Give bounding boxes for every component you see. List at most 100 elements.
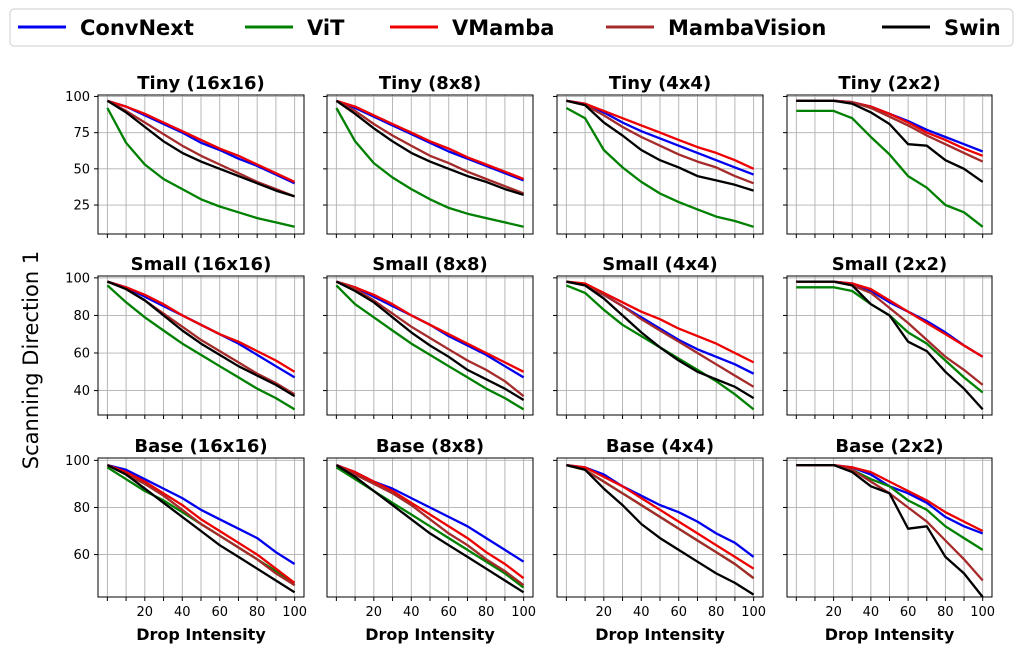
panel-small-8x8-line-mambavision [335, 280, 525, 398]
panel-tiny-16x16-title: Tiny (16x16) [137, 73, 264, 94]
panel-base-4x4-grid [557, 458, 763, 597]
panel-small-16x16-y-tick-label-80: 80 [73, 309, 90, 324]
panel-base-4x4-x-tick-label-40: 40 [633, 605, 650, 620]
panel-small-4x4-grid [557, 276, 763, 415]
panel-small-16x16-y-tick-label-100: 100 [65, 271, 90, 286]
panel-base-2x2-title: Base (2x2) [835, 436, 943, 457]
panel-base-4x4-series [566, 463, 755, 596]
panel-base-8x8-x-tick-label-40: 40 [403, 605, 420, 620]
legend-item-mambavision: MambaVision [606, 16, 826, 40]
panel-small-16x16-x-ticks [106, 415, 296, 419]
panel-base-4x4-line-convnext [566, 463, 755, 558]
panel-base-2x2-y-ticks [783, 459, 787, 556]
panel-base-8x8-title: Base (8x8) [376, 436, 484, 457]
panel-small-2x2-title: Small (2x2) [832, 254, 948, 275]
panel-base-8x8-grid [327, 458, 533, 597]
panel-base-4x4-line-vmamba [566, 463, 755, 570]
panel-tiny-2x2-line-swin [796, 99, 984, 183]
panel-tiny-2x2-x-ticks [795, 234, 984, 238]
panel-small-4x4-y-ticks [553, 277, 557, 392]
panel-tiny-8x8-line-convnext [335, 99, 525, 182]
panel-base-8x8-line-vmamba [335, 464, 525, 580]
panel-tiny-16x16-y-tick-label-75: 75 [73, 126, 90, 141]
panel-tiny-2x2-title: Tiny (2x2) [838, 73, 940, 94]
panel-base-2x2: Base (2x2) 20 40 60 80 100 Drop Intensity [783, 436, 995, 644]
legend-item-vit: ViT [245, 16, 345, 40]
panel-small-16x16-grid [98, 276, 304, 415]
panel-small-2x2: Small (2x2) [783, 254, 993, 419]
panel-base-8x8-x-tick-label-20: 20 [366, 605, 383, 620]
panel-base-16x16-grid [98, 458, 304, 597]
panel-base-16x16-line-vmamba [106, 464, 296, 584]
panel-base-16x16-y-tick-label-80: 80 [73, 501, 90, 516]
panel-base-2x2-x-axis-label: Drop Intensity [825, 625, 955, 644]
panel-base-8x8-x-axis-label: Drop Intensity [365, 625, 495, 644]
panel-base-4x4-x-tick-label-60: 60 [670, 605, 687, 620]
panel-base-4x4-line-swin [566, 463, 755, 596]
panel-base-8x8-x-tick-label-60: 60 [440, 605, 457, 620]
panel-small-4x4-line-swin [566, 280, 755, 400]
panel-base-16x16-x-tick-label-40: 40 [174, 605, 191, 620]
panel-small-16x16-y-ticks: 40 60 80 100 [65, 271, 98, 399]
panel-small-4x4-line-vmamba [566, 280, 755, 364]
panel-tiny-4x4-line-vmamba [566, 99, 755, 170]
panel-tiny-16x16-line-mambavision [106, 99, 296, 198]
panel-small-16x16: Small (16x16) 40 60 80 100 [65, 254, 305, 419]
panel-small-2x2-series [796, 280, 984, 411]
panel-base-8x8-line-mambavision [335, 464, 525, 587]
panel-base-8x8-x-tick-label-100: 100 [511, 605, 536, 620]
panel-base-4x4-line-mambavision [566, 463, 755, 580]
panel-base-2x2-x-tick-label-80: 80 [937, 605, 954, 620]
panel-small-2x2-x-ticks [795, 415, 984, 419]
panel-base-4x4: Base (4x4) 20 40 60 80 100 Drop Intensity [553, 436, 766, 644]
panel-small-8x8-title: Small (8x8) [372, 254, 488, 275]
panel-tiny-2x2-grid [787, 95, 992, 234]
panel-base-2x2-x-tick-label-60: 60 [900, 605, 917, 620]
panel-base-2x2-series [796, 463, 984, 598]
panel-small-8x8-y-ticks [323, 277, 327, 392]
panel-small-4x4-series [565, 280, 755, 411]
panel-base-16x16-title: Base (16x16) [134, 436, 267, 457]
panel-tiny-16x16-line-vit [106, 107, 295, 228]
panel-tiny-16x16-y-ticks: 25 50 75 100 [65, 90, 98, 214]
panel-base-4x4-x-axis-label: Drop Intensity [595, 625, 725, 644]
panel-tiny-16x16-y-tick-label-50: 50 [73, 162, 90, 177]
panel-small-4x4-x-ticks [565, 415, 755, 419]
panel-tiny-4x4-title: Tiny (4x4) [609, 73, 711, 94]
panel-tiny-2x2-series [796, 99, 984, 228]
panel-tiny-8x8-line-vmamba [336, 99, 525, 181]
panel-tiny-4x4-y-ticks [553, 95, 557, 206]
panel-base-16x16-y-ticks: 60 80 100 [65, 454, 98, 563]
panel-base-16x16-line-mambavision [106, 464, 296, 587]
panel-base-8x8-x-ticks: 20 40 60 80 100 [335, 597, 536, 620]
legend-label-mambavision: MambaVision [668, 16, 826, 40]
panel-base-16x16-x-ticks: 20 40 60 80 100 [106, 597, 307, 620]
panel-base-16x16-y-tick-label-100: 100 [65, 454, 90, 469]
panel-tiny-4x4-line-swin [566, 99, 754, 192]
panel-tiny-4x4-x-ticks [565, 234, 755, 238]
panel-base-8x8-series [335, 464, 525, 594]
legend-label-swin: Swin [944, 16, 1001, 40]
panel-tiny-16x16-y-tick-label-25: 25 [73, 199, 90, 214]
panel-small-8x8-line-swin [335, 280, 525, 401]
panel-base-16x16-line-swin [106, 464, 296, 594]
panel-base-4x4-x-tick-label-100: 100 [741, 605, 766, 620]
panel-base-4x4-title: Base (4x4) [606, 436, 714, 457]
panel-tiny-4x4-series [565, 99, 755, 228]
panel-base-16x16-line-convnext [107, 463, 296, 565]
legend-item-swin: Swin [882, 16, 1001, 40]
panel-tiny-4x4: Tiny (4x4) [553, 73, 764, 238]
panel-small-16x16-y-tick-label-60: 60 [73, 347, 90, 362]
figure-y-axis-label: Scanning Direction 1 [19, 251, 43, 469]
panel-base-4x4-x-tick-label-80: 80 [708, 605, 725, 620]
panel-base-8x8-line-swin [335, 464, 525, 594]
panel-base-2x2-x-tick-label-20: 20 [825, 605, 842, 620]
panel-base-16x16-x-tick-label-20: 20 [137, 605, 154, 620]
panel-base-16x16-x-tick-label-100: 100 [282, 605, 307, 620]
panel-base-2x2-x-tick-label-40: 40 [863, 605, 880, 620]
panel-tiny-8x8-y-ticks [323, 95, 327, 206]
panel-small-2x2-y-ticks [783, 277, 787, 392]
panel-base-16x16-y-tick-label-60: 60 [73, 548, 90, 563]
panel-grid: Tiny (16x16) 25 50 75 100 Tiny (8x8) Tiny (4x4… [65, 73, 995, 644]
panel-small-16x16-line-swin [106, 280, 296, 398]
